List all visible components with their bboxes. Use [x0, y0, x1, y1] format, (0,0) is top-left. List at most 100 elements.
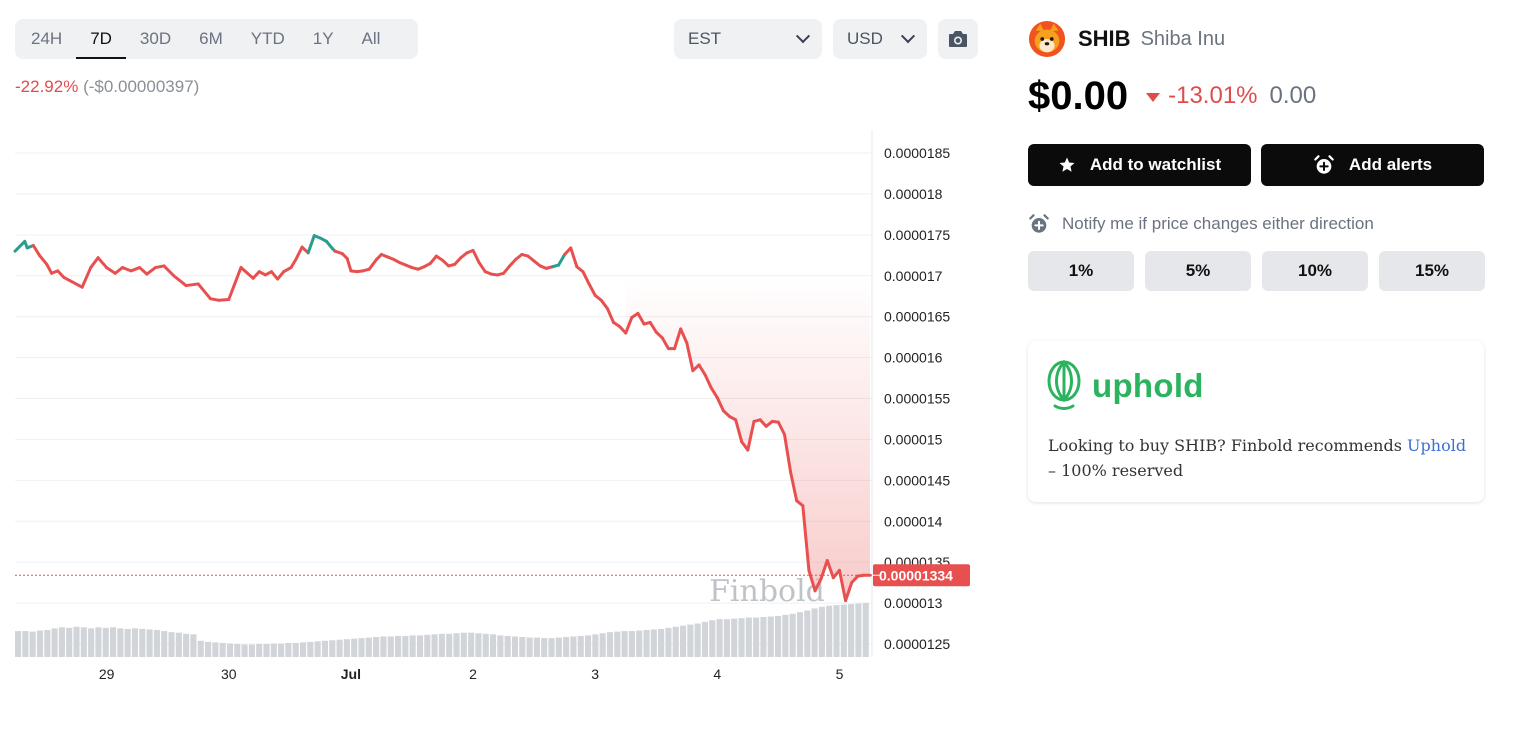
volume-bar	[709, 620, 716, 657]
volume-bar	[44, 630, 51, 657]
volume-bar	[248, 644, 255, 657]
volume-bar	[665, 627, 672, 657]
add-to-watchlist-label: Add to watchlist	[1089, 155, 1222, 174]
y-tick-label: 0.0000125	[884, 636, 950, 652]
range-tab-7d[interactable]: 7D	[76, 19, 126, 59]
volume-bar	[358, 638, 365, 657]
price-line-segment	[80, 266, 93, 289]
period-change-percent: -22.92%	[15, 77, 79, 96]
volume-bar	[753, 617, 760, 657]
chart-watermark: Finbold	[709, 574, 825, 609]
volume-bar	[438, 633, 445, 657]
star-icon	[1059, 157, 1075, 172]
volume-bar	[731, 618, 738, 657]
volume-bar	[373, 637, 380, 657]
volume-bar	[29, 631, 36, 657]
percent-option-15-button[interactable]: 15%	[1379, 251, 1485, 291]
price-line-segment	[184, 282, 200, 288]
volume-bar	[541, 638, 548, 657]
percent-option-5-button[interactable]: 5%	[1145, 251, 1251, 291]
volume-bar	[833, 605, 840, 657]
promo-text-before: Looking to buy SHIB? Finbold recommends	[1048, 436, 1408, 455]
volume-bar	[256, 644, 263, 657]
volume-bar	[796, 612, 804, 657]
range-tab-6m[interactable]: 6M	[199, 29, 223, 48]
price-line-segment	[715, 396, 725, 413]
percent-option-label: 15%	[1414, 261, 1450, 280]
volume-bar	[592, 634, 599, 657]
price-line-segment	[113, 266, 124, 275]
screenshot-button[interactable]	[938, 19, 978, 59]
timezone-value: EST	[688, 29, 722, 48]
coin-header: SHIB Shiba Inu	[1028, 19, 1225, 59]
volume-bar	[307, 641, 314, 657]
percent-option-10-button[interactable]: 10%	[1262, 251, 1368, 291]
volume-bar	[175, 632, 182, 657]
price-line-segment	[697, 363, 707, 377]
range-tab-24h[interactable]: 24H	[31, 29, 63, 48]
price-line-segment	[807, 568, 817, 593]
alarm-clock-icon	[1029, 214, 1049, 233]
volume-bar	[826, 605, 833, 657]
volume-bar	[270, 643, 277, 657]
current-price-tag-label: 0.00001334	[879, 567, 953, 583]
volume-bar	[599, 633, 606, 657]
price-line-segment	[789, 470, 799, 503]
currency-select[interactable]: USD	[833, 19, 927, 59]
volume-bar	[767, 616, 774, 657]
volume-bar	[395, 635, 402, 657]
period-change-absolute: (-$0.00000397)	[83, 77, 200, 96]
range-tab-all[interactable]: All	[361, 29, 381, 48]
percent-option-1-button[interactable]: 1%	[1028, 251, 1134, 291]
price-line-segment	[345, 257, 353, 273]
y-tick-label: 0.000018	[884, 186, 943, 202]
volume-bar	[168, 632, 175, 657]
volume-bar	[555, 637, 562, 657]
price-line-segment	[801, 504, 811, 572]
price-line-segment	[709, 386, 719, 400]
price-line-segment	[227, 266, 243, 301]
add-alerts-button[interactable]: Add alerts	[1261, 144, 1484, 186]
price-line-segment	[776, 420, 786, 437]
volume-bar	[66, 627, 73, 657]
currency-value: USD	[847, 29, 883, 48]
add-to-watchlist-button[interactable]: Add to watchlist	[1028, 144, 1251, 186]
period-change: -22.92% (-$0.00000397)	[15, 77, 199, 97]
price-line-segment	[428, 254, 438, 265]
range-tab-1y[interactable]: 1Y	[312, 29, 334, 48]
volume-bar	[300, 642, 307, 657]
volume-bar	[351, 638, 358, 657]
uphold-logo[interactable]: uphold	[1046, 359, 1204, 413]
price-line-segment	[673, 327, 683, 351]
volume-bar	[585, 635, 592, 657]
uphold-link[interactable]: Uphold	[1407, 436, 1467, 455]
volume-bar	[343, 639, 350, 657]
volume-bar	[431, 634, 438, 657]
volume-bar	[672, 626, 679, 657]
notify-text: Notify me if price changes either direct…	[1062, 214, 1374, 233]
price-change-percent: -13.01%	[1168, 82, 1258, 109]
volume-bar	[263, 644, 270, 657]
timezone-select[interactable]: EST	[674, 19, 822, 59]
price-line-segment	[89, 256, 100, 270]
price-chart[interactable]: Finbold 0.00001850.0000180.00001750.0000…	[0, 0, 1000, 729]
volume-bar	[110, 627, 117, 657]
price-line-segment	[270, 270, 280, 281]
price-line-segment	[276, 270, 286, 281]
price-line-segment	[783, 433, 793, 474]
volume-bar	[519, 637, 526, 657]
range-tab-30d[interactable]: 30D	[139, 29, 172, 48]
y-tick-label: 0.000013	[884, 595, 943, 611]
volume-bar	[745, 617, 752, 657]
price-line-segment	[145, 266, 157, 276]
volume-bar	[628, 631, 635, 657]
volume-bar	[197, 640, 204, 657]
promo-text-after: – 100% reserved	[1048, 461, 1184, 480]
volume-bar	[577, 635, 584, 657]
volume-bar	[409, 635, 416, 657]
volume-bar	[36, 630, 44, 657]
range-tab-ytd[interactable]: YTD	[250, 29, 285, 48]
volume-bar	[15, 631, 22, 657]
price-line-segment	[129, 266, 142, 273]
shiba-inu-logo-icon	[1028, 20, 1066, 58]
